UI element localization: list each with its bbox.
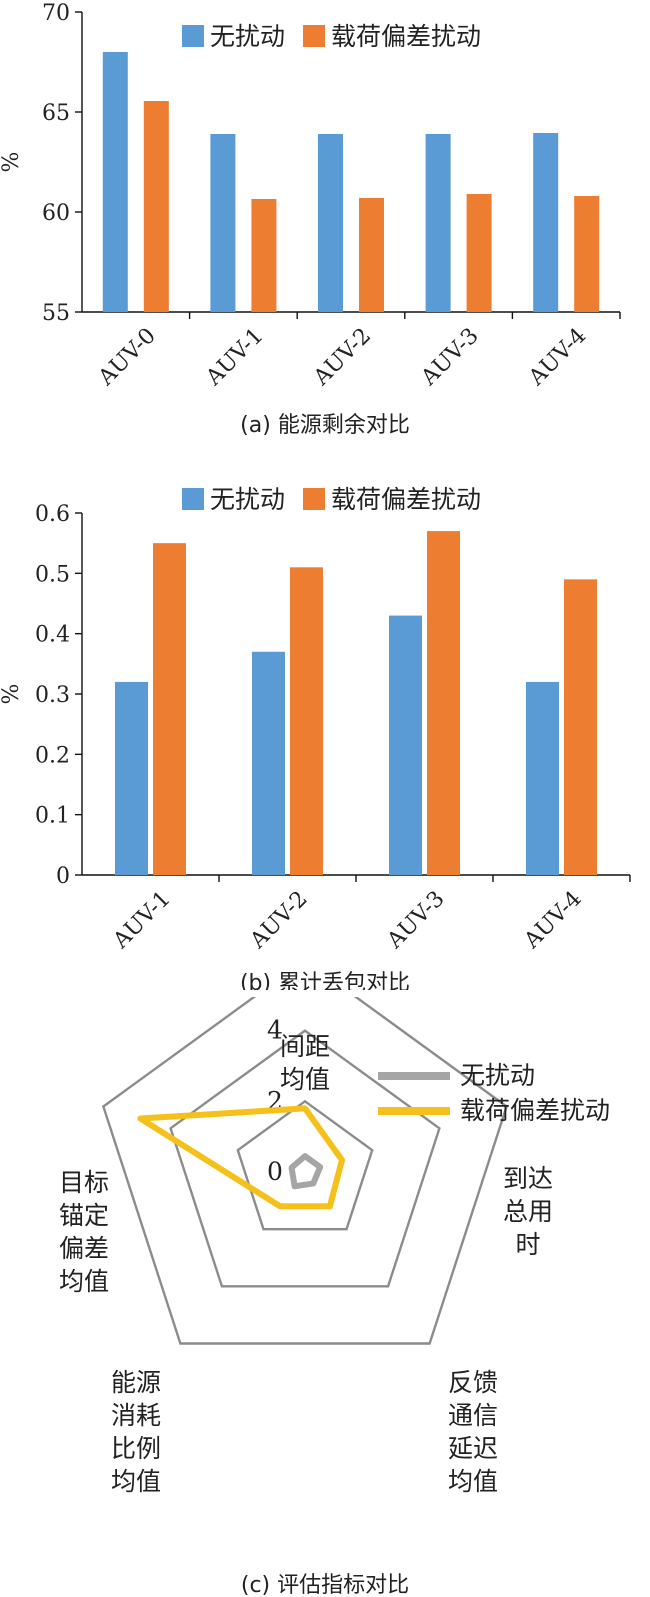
- radar-axis-label-line: 消耗: [111, 1401, 161, 1430]
- x-tick-label: AUV-3: [416, 323, 484, 391]
- bar-AUV-3-series-1: [466, 194, 492, 312]
- radar-axis-label-line: 均值: [280, 1065, 330, 1094]
- x-tick-label: AUV-2: [308, 323, 376, 391]
- bar-AUV-4-series-1: [574, 196, 600, 312]
- bar-AUV-0-series-1: [143, 101, 169, 312]
- radar-axis-label-line: 目标: [59, 1168, 109, 1197]
- radar-axis-label-0: 间距均值: [280, 1032, 330, 1094]
- y-tick-label: 0.1: [35, 804, 70, 829]
- y-tick-label: 0.6: [35, 502, 70, 527]
- x-tick-label: AUV-2: [245, 886, 313, 954]
- x-tick-label: AUV-4: [524, 323, 592, 391]
- legend-label-0: 无扰动: [210, 485, 285, 514]
- bar-AUV-0-series-0: [102, 52, 128, 312]
- bar-AUV-1-series-0: [210, 134, 236, 312]
- y-tick-label: 0.3: [35, 683, 70, 708]
- legend-swatch-0: [182, 25, 204, 47]
- packet-loss-chart: 0 0.1 0.2 0.3 0.4 0.5 0.6% AUV-1 AUV-2 AUV-3 AUV-4…: [0, 485, 631, 990]
- bar-AUV-2-series-0: [318, 134, 343, 312]
- radar-tick-label: 0: [267, 1157, 283, 1186]
- chart-caption: (b) 累计丢包对比: [240, 971, 410, 990]
- radar-axis-label-line: 均值: [448, 1467, 498, 1496]
- radar-axis-label-3: 能源消耗比例均值: [111, 1368, 161, 1496]
- legend-label-0: 无扰动: [210, 22, 285, 51]
- bar-AUV-1-series-0: [115, 681, 148, 875]
- bar-AUV-1-series-1: [153, 543, 186, 875]
- y-tick-label: 0.5: [35, 562, 70, 587]
- radar-axis-label-line: 间距: [280, 1032, 330, 1061]
- y-tick-label: 55: [42, 301, 70, 326]
- y-axis-label: %: [0, 684, 24, 705]
- y-tick-label: 0.2: [35, 743, 70, 768]
- x-tick-label: AUV-1: [201, 323, 269, 391]
- radar-axis-label-line: 比例: [111, 1434, 161, 1463]
- radar-axis-label-line: 均值: [59, 1267, 109, 1296]
- radar-tick-label: 4: [267, 1016, 283, 1045]
- y-tick-label: 60: [42, 201, 70, 226]
- legend-label-1: 载荷偏差扰动: [331, 22, 481, 51]
- bar-AUV-3-series-1: [427, 531, 460, 875]
- x-tick-label: AUV-0: [93, 323, 161, 391]
- radar-axis-label-line: 总用: [503, 1197, 553, 1226]
- radar-axis-label-line: 到达: [503, 1164, 553, 1193]
- chart-caption: (c) 评估指标对比: [241, 1573, 409, 1597]
- bar-AUV-3-series-0: [389, 615, 422, 875]
- radar-axis-label-line: 能源: [111, 1368, 161, 1397]
- radar-grid-ring: [101, 997, 509, 1345]
- radar-axis-label-line: 锚定: [59, 1201, 109, 1230]
- legend-label-1: 载荷偏差扰动: [331, 485, 481, 514]
- radar-axis-label-line: 均值: [111, 1467, 161, 1496]
- bar-AUV-4-series-1: [564, 579, 597, 875]
- x-tick-label: AUV-1: [108, 886, 176, 954]
- legend-swatch-1: [303, 488, 326, 510]
- bar-AUV-2-series-1: [290, 567, 323, 875]
- y-axis-label: %: [0, 152, 24, 173]
- bar-AUV-3-series-0: [425, 134, 451, 312]
- x-tick-label: AUV-3: [382, 886, 450, 954]
- legend-swatch-0: [182, 488, 204, 510]
- chart-caption: (a) 能源剩余对比: [240, 413, 410, 438]
- radar-axis-label-line: 延迟: [448, 1434, 498, 1463]
- y-tick-label: 70: [42, 1, 70, 26]
- evaluation-radar-chart: 0246间距均值到达总用时反馈通信延迟均值能源消耗比例均值目标锚定偏差均值无扰动…: [59, 997, 610, 1597]
- bar-AUV-2-series-0: [252, 651, 285, 875]
- y-tick-label: 0: [56, 864, 70, 889]
- y-tick-label: 0.4: [35, 623, 70, 648]
- radar-axis-label-line: 时: [515, 1230, 540, 1259]
- radar-legend-label-0: 无扰动: [460, 1061, 535, 1090]
- radar-axis-label-line: 偏差: [59, 1234, 109, 1263]
- radar-axis-label-4: 目标锚定偏差均值: [59, 1168, 109, 1296]
- legend-swatch-1: [303, 25, 326, 47]
- radar-axis-label-1: 到达总用时: [503, 1164, 553, 1259]
- bar-AUV-2-series-1: [359, 198, 384, 312]
- x-tick-label: AUV-4: [519, 886, 587, 954]
- bar-AUV-1-series-1: [251, 199, 277, 312]
- energy-remaining-chart: 55 60 65 70% AUV-0 AUV-1 AUV-2 AUV-3 AUV-4 无扰动 载荷偏…: [0, 1, 621, 438]
- bar-AUV-4-series-0: [533, 133, 559, 312]
- radar-axis-label-2: 反馈通信延迟均值: [448, 1368, 498, 1496]
- radar-axis-label-line: 通信: [448, 1401, 498, 1430]
- radar-grid-ring: [236, 1099, 374, 1231]
- bar-AUV-4-series-0: [526, 681, 559, 875]
- radar-legend-label-1: 载荷偏差扰动: [460, 1096, 610, 1125]
- radar-series-0: [288, 1153, 324, 1190]
- radar-axis-label-line: 反馈: [448, 1368, 498, 1397]
- y-tick-label: 65: [42, 101, 70, 126]
- radar-series-1: [137, 1105, 345, 1210]
